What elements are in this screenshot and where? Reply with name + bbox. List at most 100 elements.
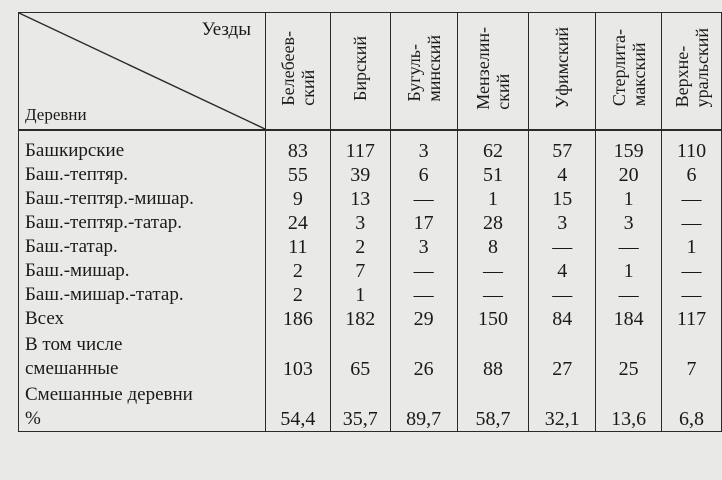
value-cell: 2 (329, 235, 391, 259)
row-label-line: Баш.-тептяр.-мишар. (25, 188, 194, 209)
value-cell: 110 (661, 130, 722, 163)
value-cell: 7 (329, 259, 391, 283)
value-cell: 13,6 (595, 381, 663, 432)
header-row: Уезды Деревни Белебеев- ский Бирский Буг… (18, 12, 722, 131)
table-row: Баш.-мишар. 2 7— —4 1— (18, 259, 722, 283)
value-cell: 35,7 (329, 381, 391, 432)
value-cell: — (389, 283, 458, 307)
value-cell: — (456, 259, 530, 283)
value-cell: 4 (528, 163, 597, 187)
row-label-line: Баш.-мишар. (25, 260, 130, 281)
row-label-line: Баш.-мишар.-татар. (25, 284, 184, 305)
value-cell: 8 (456, 235, 530, 259)
row-label-line: Баш.-тептяр. (25, 164, 128, 185)
value-cell: 2 (265, 259, 331, 283)
value-cell: 1 (661, 235, 722, 259)
value-cell: 20 (595, 163, 663, 187)
value-cell: 83 (265, 130, 331, 163)
value-cell: 27 (528, 331, 597, 381)
value-cell: 32,1 (528, 381, 597, 432)
table-row: Баш.-татар. 11 2 3 8— —1 (18, 235, 722, 259)
column-header-birsky: Бирский (329, 12, 391, 131)
row-label: Смешанные деревни% (18, 381, 266, 432)
value-cell: 150 (456, 307, 530, 331)
value-cell: 103 (265, 331, 331, 381)
row-label: Баш.-татар. (18, 235, 266, 259)
value-cell: 1 (595, 259, 663, 283)
value-cell: 117 (661, 307, 722, 331)
value-cell: 6,8 (661, 381, 722, 432)
diagonal-corner: Уезды Деревни (19, 13, 265, 129)
table-row: Смешанные деревни% 54,4 35,7 89,7 58,7 32,1 13… (18, 381, 722, 432)
value-cell: 1 (595, 187, 663, 211)
table-row: Баш.-тептяр. 55 39 6 51 4 20 6 (18, 163, 722, 187)
value-cell: 65 (329, 331, 391, 381)
value-cell: 89,7 (389, 381, 458, 432)
row-label: Баш.-тептяр.-татар. (18, 211, 266, 235)
value-cell: 3 (389, 130, 458, 163)
value-cell: 58,7 (456, 381, 530, 432)
value-cell: 51 (456, 163, 530, 187)
value-cell: 159 (595, 130, 663, 163)
value-cell: 24 (265, 211, 331, 235)
corner-header-cell: Уезды Деревни (18, 12, 266, 131)
row-label-line: Башкирские (25, 140, 125, 161)
table-row: Баш.-тептяр.-татар. 24 3 17 28 3 3— (18, 211, 722, 235)
value-cell: — (661, 187, 722, 211)
value-cell: — (661, 283, 722, 307)
value-cell: 55 (265, 163, 331, 187)
value-cell: 3 (329, 211, 391, 235)
row-label-line: смешанные (25, 358, 119, 379)
value-cell: 3 (528, 211, 597, 235)
value-cell: 6 (661, 163, 722, 187)
column-header-belebeevsky: Белебеев- ский (265, 12, 331, 131)
value-cell: 11 (265, 235, 331, 259)
value-cell: 28 (456, 211, 530, 235)
row-label: Башкирские (18, 130, 266, 163)
value-cell: — (456, 283, 530, 307)
column-header-menzelinsky: Мензелин- ский (456, 12, 530, 131)
value-cell: 26 (389, 331, 458, 381)
value-cell: 88 (456, 331, 530, 381)
value-cell: 2 (265, 283, 331, 307)
value-cell: 186 (265, 307, 331, 331)
row-label: Баш.-мишар. (18, 259, 266, 283)
value-cell: 9 (265, 187, 331, 211)
value-cell: 6 (389, 163, 458, 187)
value-cell: 1 (456, 187, 530, 211)
value-cell: — (389, 259, 458, 283)
row-label-line: % (25, 408, 41, 429)
table-body: Башкирские 83 117 3 62 57 159 110 Баш.-тептяр. 55… (18, 130, 722, 432)
value-cell: — (528, 235, 597, 259)
value-cell: — (661, 211, 722, 235)
value-cell: 184 (595, 307, 663, 331)
row-label-line: В том числе (25, 334, 123, 355)
row-label-line: Баш.-татар. (25, 236, 118, 257)
value-cell: — (389, 187, 458, 211)
column-header-sterlitamaksky: Стерлита- макский (595, 12, 663, 131)
column-header-bugulminsky: Бугуль- минский (389, 12, 458, 131)
row-label-line: Смешанные деревни (25, 384, 193, 405)
row-label: Всех (18, 307, 266, 331)
row-label-line: Баш.-тептяр.-татар. (25, 212, 183, 233)
value-cell: 1 (329, 283, 391, 307)
table-row: Баш.-тептяр.-мишар. 9 13—1 15 1— (18, 187, 722, 211)
value-cell: 39 (329, 163, 391, 187)
value-cell: 182 (329, 307, 391, 331)
value-cell: 54,4 (265, 381, 331, 432)
value-cell: 57 (528, 130, 597, 163)
value-cell: 25 (595, 331, 663, 381)
value-cell: 117 (329, 130, 391, 163)
row-label: Баш.-мишар.-татар. (18, 283, 266, 307)
row-label: Баш.-тептяр. (18, 163, 266, 187)
column-header-ufimsky: Уфимский (528, 12, 597, 131)
value-cell: 7 (661, 331, 722, 381)
value-cell: — (528, 283, 597, 307)
value-cell: 15 (528, 187, 597, 211)
value-cell: 3 (389, 235, 458, 259)
row-label: В том числе смешанные (18, 331, 266, 381)
value-cell: 4 (528, 259, 597, 283)
value-cell: — (661, 259, 722, 283)
value-cell: 84 (528, 307, 597, 331)
value-cell: 3 (595, 211, 663, 235)
